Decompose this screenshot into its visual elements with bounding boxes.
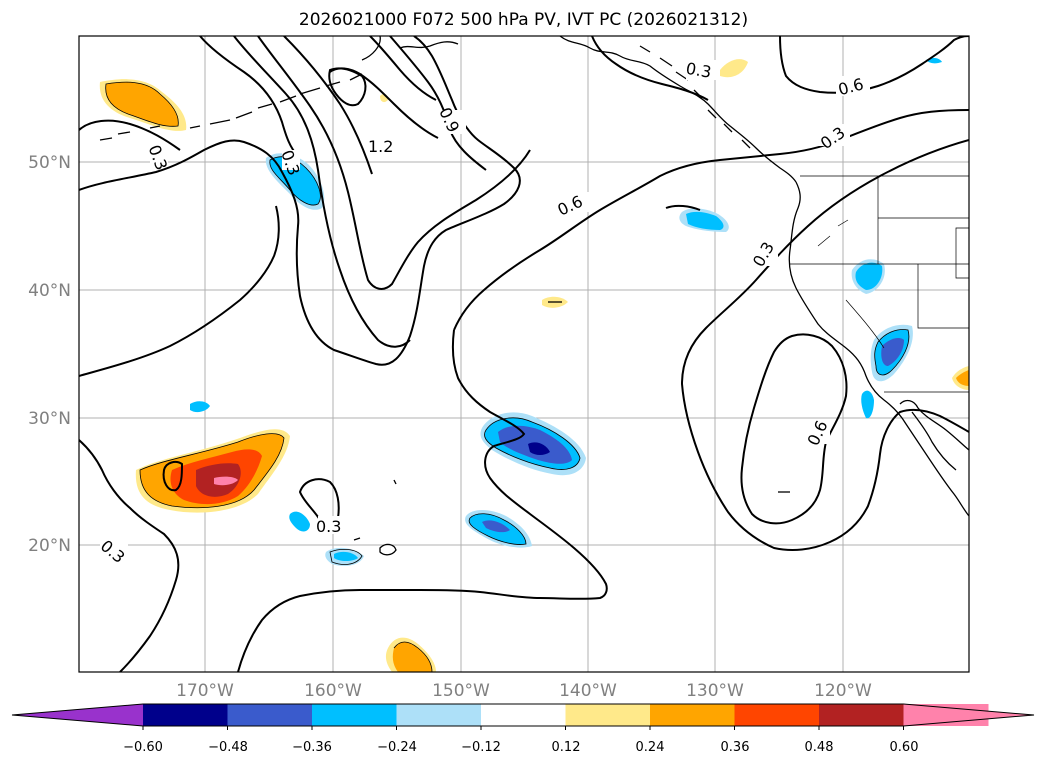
colorbar-segment <box>650 704 735 726</box>
colorbar-tick-label: 0.48 <box>805 740 834 755</box>
colorbar-tick-label: −0.24 <box>377 740 417 755</box>
lon-label-120w: 120°W <box>814 681 872 701</box>
colorbar-segment <box>481 704 566 726</box>
colorbar-segment <box>565 704 651 726</box>
map-title: 2026021000 F072 500 hPa PV, IVT PC (2026… <box>298 10 749 30</box>
colorbar-ticks: −0.60 −0.48 −0.36 −0.24 −0.12 0.12 0.24 … <box>123 740 918 755</box>
lon-label-160w: 160°W <box>304 681 362 701</box>
colorbar-tick-label: 0.12 <box>552 740 581 755</box>
colorbar-tick-label: −0.12 <box>461 740 501 755</box>
lat-label-20n: 20°N <box>28 536 71 556</box>
latitude-labels: 50°N 40°N 30°N 20°N <box>28 153 71 556</box>
lon-label-170w: 170°W <box>176 681 234 701</box>
colorbar-segment <box>396 704 482 726</box>
lat-label-40n: 40°N <box>28 281 71 301</box>
colorbar <box>11 703 1035 730</box>
coastlines <box>99 36 969 556</box>
colorbar-tick-label: −0.36 <box>292 740 332 755</box>
colorbar-segment <box>143 704 228 726</box>
longitude-labels: 170°W 160°W 150°W 140°W 130°W 120°W <box>176 681 872 701</box>
contour-label: 0.3 <box>316 517 341 536</box>
lon-label-140w: 140°W <box>559 681 617 701</box>
colorbar-tick-label: 0.24 <box>636 740 665 755</box>
colorbar-tick-label: −0.48 <box>208 740 248 755</box>
lon-label-130w: 130°W <box>686 681 744 701</box>
colorbar-tick-label: 0.60 <box>890 740 919 755</box>
colorbar-tick-label: −0.60 <box>123 740 163 755</box>
contour-label: 0.3 <box>684 59 712 82</box>
colorbar-extend-min <box>12 704 143 726</box>
lat-label-30n: 30°N <box>28 409 71 429</box>
colorbar-segment <box>734 704 820 726</box>
colorbar-segment <box>312 704 397 726</box>
colorbar-segment <box>227 704 313 726</box>
borders <box>790 175 969 393</box>
lon-label-150w: 150°W <box>432 681 490 701</box>
map-frame <box>78 35 970 673</box>
pv-contours <box>79 36 969 672</box>
colorbar-tick-label: 0.36 <box>721 740 750 755</box>
contour-label: 1.2 <box>368 137 393 156</box>
lat-label-50n: 50°N <box>28 153 71 173</box>
colorbar-segment <box>819 704 904 726</box>
colorbar-extend-max <box>903 704 1034 726</box>
